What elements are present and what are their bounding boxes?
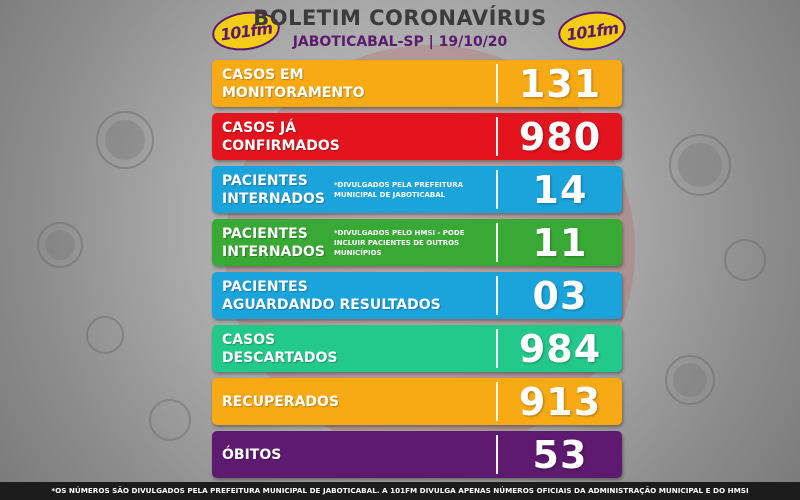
- stat-value: 984: [518, 326, 602, 371]
- row-divider: [496, 276, 498, 315]
- stat-label: CASOS DESCARTADOS: [222, 331, 338, 366]
- stat-label: PACIENTES AGUARDANDO RESULTADOS: [222, 278, 441, 313]
- row-divider: [496, 435, 498, 474]
- row-divider: [496, 382, 498, 421]
- stat-row-recovered: RECUPERADOS 913: [212, 378, 622, 425]
- statistics-list: CASOS EM MONITORAMENTO 131 CASOS JÁ CONFIR…: [212, 60, 622, 484]
- stat-row-hospitalized-prefeitura: PACIENTES INTERNADOS *DIVULGADOS PELA PRE…: [212, 166, 622, 213]
- location-date-subtitle: JABOTICABAL-SP | 19/10/20: [292, 34, 508, 50]
- stat-label: RECUPERADOS: [222, 393, 340, 410]
- stat-row-confirmed: CASOS JÁ CONFIRMADOS 980: [212, 113, 622, 160]
- stat-row-monitoring: CASOS EM MONITORAMENTO 131: [212, 60, 622, 107]
- stat-footnote: *DIVULGADOS PELO HMSI - PODE INCLUIR PAC…: [334, 228, 465, 257]
- stat-label: PACIENTES INTERNADOS: [222, 172, 325, 207]
- stat-value: 913: [518, 379, 602, 424]
- row-divider: [496, 64, 498, 103]
- stat-value: 980: [518, 114, 602, 159]
- stat-value: 03: [532, 273, 588, 318]
- row-divider: [496, 117, 498, 156]
- stat-value: 53: [532, 432, 588, 477]
- page-title: BOLETIM CORONAVÍRUS: [253, 6, 547, 30]
- stat-row-hospitalized-hmsi: PACIENTES INTERNADOS *DIVULGADOS PELO HMS…: [212, 219, 622, 266]
- row-divider: [496, 223, 498, 262]
- stat-label: PACIENTES INTERNADOS: [222, 225, 325, 260]
- header: 101fm BOLETIM CORONAVÍRUS JABOTICABAL-SP…: [0, 0, 800, 58]
- stat-row-awaiting-results: PACIENTES AGUARDANDO RESULTADOS 03: [212, 272, 622, 319]
- row-divider: [496, 170, 498, 209]
- stat-label: ÓBITOS: [222, 446, 282, 463]
- stat-footnote: *DIVULGADOS PELA PREFEITURA MUNICIPAL DE…: [334, 180, 464, 199]
- stat-row-deaths: ÓBITOS 53: [212, 431, 622, 478]
- stat-value: 14: [532, 167, 588, 212]
- footer-disclaimer: *OS NÚMEROS SÃO DIVULGADOS PELA PREFEITU…: [0, 482, 800, 500]
- stat-label: CASOS EM MONITORAMENTO: [222, 66, 365, 101]
- stat-label: CASOS JÁ CONFIRMADOS: [222, 119, 340, 154]
- stat-value: 131: [518, 61, 602, 106]
- stat-row-discarded: CASOS DESCARTADOS 984: [212, 325, 622, 372]
- stat-value: 11: [532, 220, 588, 265]
- row-divider: [496, 329, 498, 368]
